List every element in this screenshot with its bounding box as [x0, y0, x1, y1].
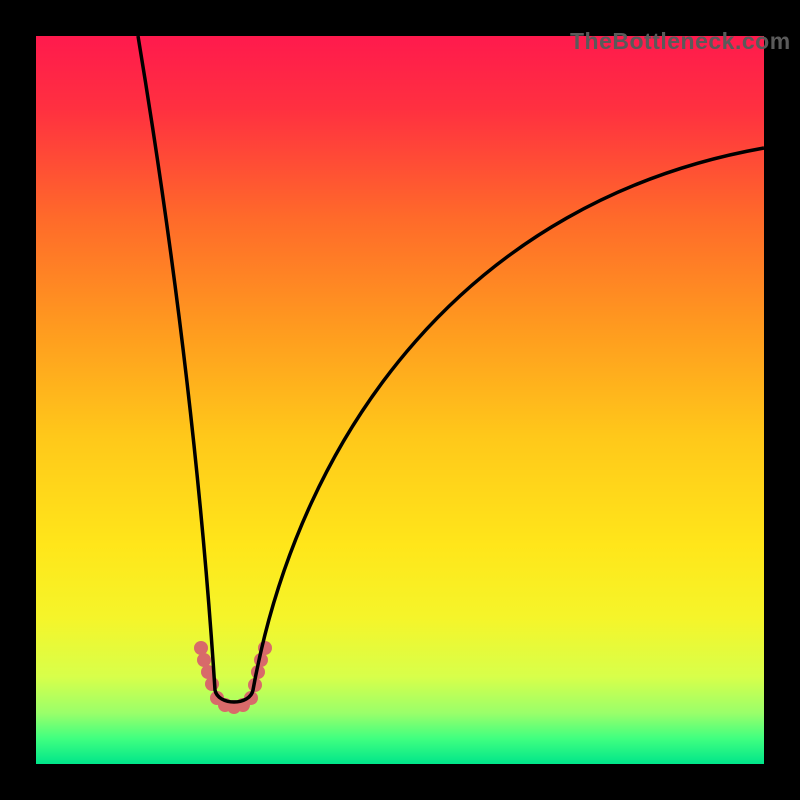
data-marker — [194, 641, 208, 655]
data-marker — [197, 653, 211, 667]
frame-border-left — [0, 0, 36, 800]
bottleneck-curve-plot — [0, 0, 800, 800]
frame-border-bottom — [0, 764, 800, 800]
plot-gradient-background — [36, 36, 764, 764]
data-marker — [205, 677, 219, 691]
watermark-text: TheBottleneck.com — [570, 28, 791, 55]
frame-border-right — [764, 0, 800, 800]
